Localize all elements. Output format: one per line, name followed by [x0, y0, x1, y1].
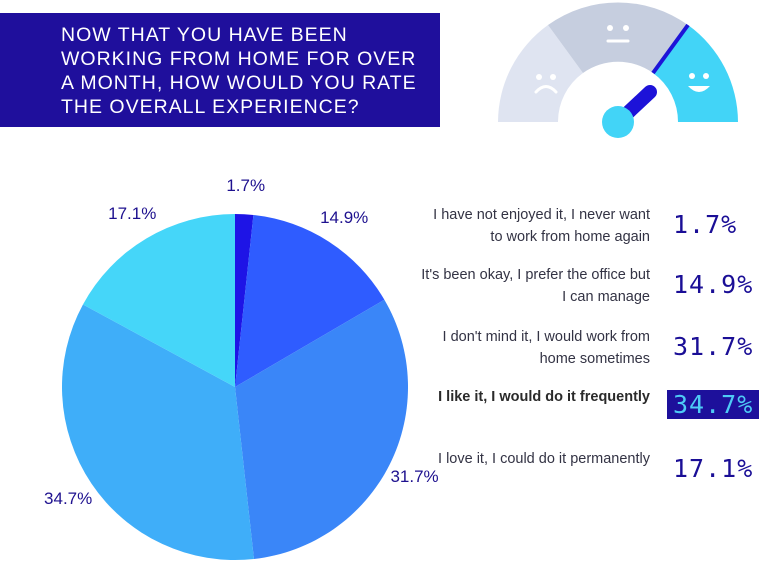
legend-value: 1.7% [673, 210, 738, 239]
legend-label: I like it, I would do it frequently [438, 389, 650, 405]
pie-slice [235, 214, 385, 387]
slice-value-label: 31.7% [390, 467, 439, 487]
mood-gauge [498, 2, 738, 138]
gauge-segment-happy [653, 25, 738, 122]
legend-item: I don't mind it, I would work from home … [420, 326, 780, 378]
pie-chart: 1.7% 14.9% 31.7% 34.7% 17.1% [0, 170, 470, 572]
pie-slice [235, 299, 408, 559]
legend-item: It's been okay, I prefer the office but … [420, 264, 780, 316]
sad-face-icon [534, 74, 558, 94]
legend-value: 14.9% [673, 270, 754, 299]
slice-value-label: 14.9% [320, 208, 369, 228]
legend-label: I love it, I could do it permanently [438, 451, 650, 467]
gauge-segment-neutral [548, 2, 688, 73]
legend-label: I don't mind it, I would work from home … [442, 329, 650, 367]
gauge-hub [602, 106, 634, 138]
legend-value: 31.7% [673, 332, 754, 361]
happy-face-icon [688, 73, 710, 92]
legend-item: I like it, I would do it frequently 34.7% [420, 386, 780, 438]
pie-slice [61, 304, 254, 560]
legend-value: 17.1% [673, 454, 754, 483]
slice-value-label: 1.7% [226, 176, 266, 196]
neutral-face-icon [606, 25, 630, 43]
chart-title: NOW THAT YOU HAVE BEEN WORKING FROM HOME… [61, 24, 417, 118]
slice-value-label: 17.1% [108, 204, 157, 224]
pie-slice [82, 214, 235, 387]
legend-label: It's been okay, I prefer the office but … [421, 267, 650, 305]
title-banner: NOW THAT YOU HAVE BEEN WORKING FROM HOME… [0, 13, 440, 127]
slice-value-label: 34.7% [44, 489, 93, 509]
legend-item: I have not enjoyed it, I never want to w… [420, 204, 780, 256]
legend-label: I have not enjoyed it, I never want to w… [433, 207, 650, 245]
legend-value: 34.7% [667, 390, 760, 419]
pie-slice [235, 214, 254, 387]
gauge-segment-sad [498, 25, 583, 122]
legend-item: I love it, I could do it permanently 17.1… [420, 448, 780, 500]
